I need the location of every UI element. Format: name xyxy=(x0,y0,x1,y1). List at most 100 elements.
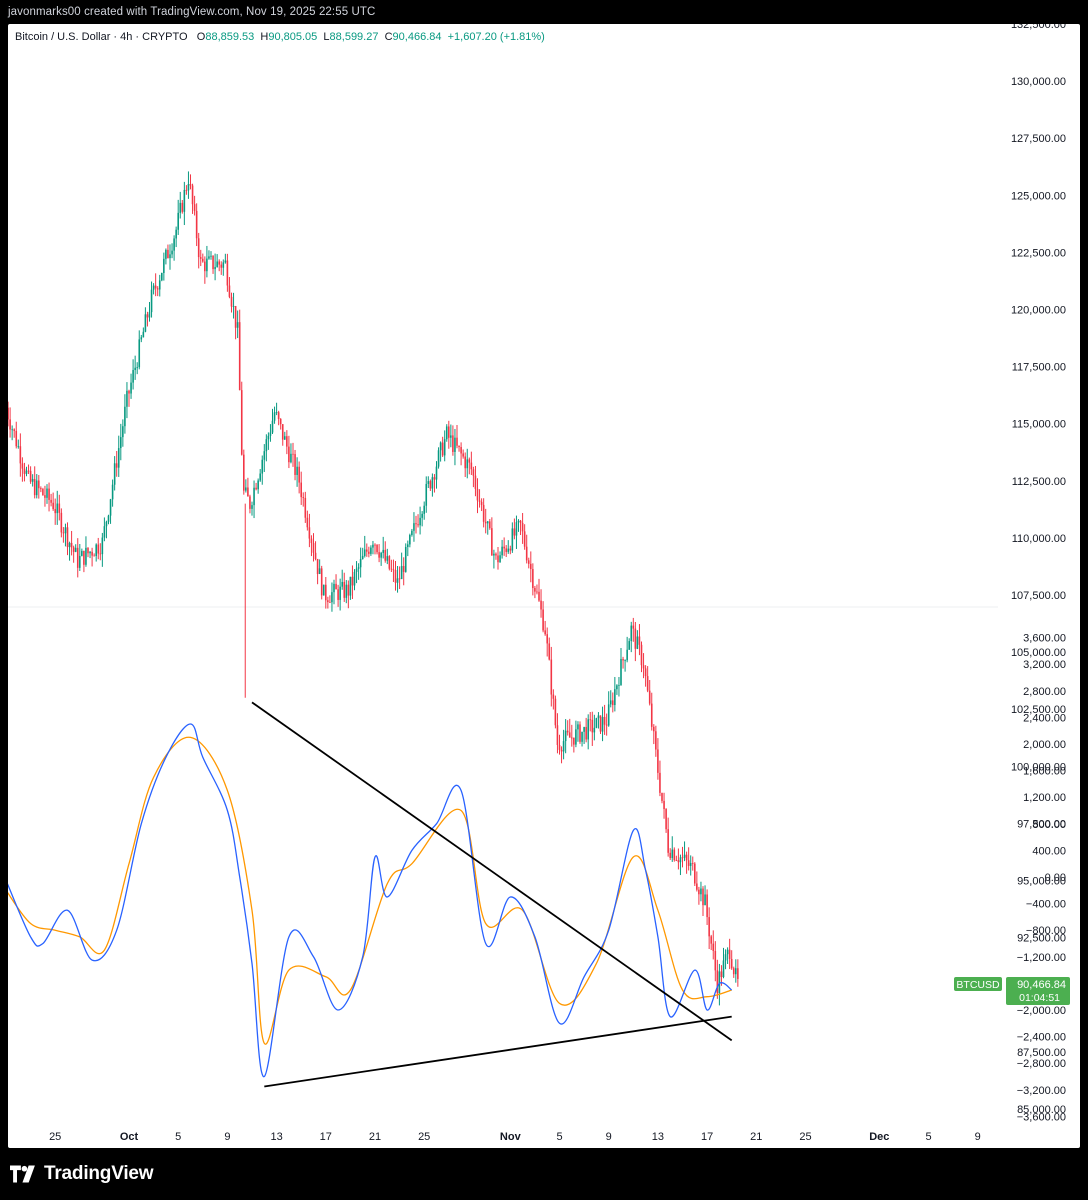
candle-body xyxy=(726,949,729,955)
candle-body xyxy=(46,488,48,498)
chart-svg[interactable]: 132,500.00 130,000.00 127,500.00 125,000.00… xyxy=(8,24,1080,1148)
candle-body xyxy=(113,463,116,485)
candle-body xyxy=(60,512,63,533)
candle-body xyxy=(368,551,370,554)
candle-body xyxy=(622,658,624,661)
candles-layer xyxy=(8,171,739,1006)
candle-body xyxy=(628,641,630,650)
candle-body xyxy=(667,829,669,853)
candle-body xyxy=(696,883,698,890)
candle-body xyxy=(126,390,128,407)
candle-body xyxy=(560,749,563,752)
time-tick-label: 13 xyxy=(270,1131,282,1143)
candle-body xyxy=(208,256,210,259)
candle-body xyxy=(521,522,524,532)
candle-body xyxy=(337,589,339,600)
candle-body xyxy=(419,517,421,526)
candle-body xyxy=(310,538,313,544)
candle-body xyxy=(536,591,538,593)
candle-body xyxy=(56,503,59,514)
candle-body xyxy=(376,544,378,553)
candle-body xyxy=(669,852,671,859)
candle-body xyxy=(117,448,120,468)
price-tick-label: 87,500.00 xyxy=(1017,1047,1066,1059)
candle-body xyxy=(124,406,126,427)
candle-body xyxy=(8,407,9,420)
candle-body xyxy=(691,863,694,864)
candle-body xyxy=(618,684,620,686)
time-tick-label: 9 xyxy=(224,1131,230,1143)
candle-body xyxy=(534,587,536,592)
candle-body xyxy=(175,229,177,239)
time-tick-label: 13 xyxy=(652,1131,664,1143)
price-axis[interactable]: 132,500.00 130,000.00 127,500.00 125,000.00… xyxy=(1011,24,1066,1116)
candle-body xyxy=(17,446,20,448)
candle-body xyxy=(329,602,331,603)
candle-body xyxy=(277,412,280,420)
candle-body xyxy=(363,549,366,556)
candle-body xyxy=(349,576,352,596)
candle-body xyxy=(735,968,737,975)
candle-body xyxy=(724,954,727,961)
chart-panel[interactable]: Bitcoin / U.S. Dollar · 4h · CRYPTO O88,… xyxy=(8,24,1080,1148)
candle-body xyxy=(325,584,327,601)
candle-body xyxy=(206,258,208,272)
candle-body xyxy=(292,453,294,455)
candle-body xyxy=(698,889,700,895)
time-tick-label: 9 xyxy=(975,1131,981,1143)
time-axis[interactable]: 25 Oct 5 9 13 17 21 25 Nov 5 9 13 17 21 25 Dec 5 9 xyxy=(49,1131,981,1143)
price-tick-label: 117,500.00 xyxy=(1012,362,1066,374)
candle-body xyxy=(97,544,100,554)
candle-body xyxy=(115,463,118,468)
brand[interactable]: TradingView xyxy=(10,1162,154,1186)
candle-body xyxy=(603,716,606,725)
candle-body xyxy=(226,260,229,286)
candle-body xyxy=(644,668,647,677)
price-trendline[interactable] xyxy=(251,701,733,1042)
candle-body xyxy=(396,578,399,583)
candle-body xyxy=(150,289,153,313)
candle-body xyxy=(607,704,610,726)
candle-body xyxy=(195,210,198,239)
candle-body xyxy=(564,730,567,742)
candle-body xyxy=(425,483,428,506)
candle-body xyxy=(640,644,643,666)
indicator-tick-label: −400.00 xyxy=(1026,899,1066,911)
candle-body xyxy=(464,456,466,469)
candle-body xyxy=(476,488,479,501)
candle-body xyxy=(702,888,704,906)
candle-body xyxy=(197,238,200,258)
candle-body xyxy=(179,202,182,213)
signal-line xyxy=(8,736,732,1045)
candle-body xyxy=(333,583,335,593)
candle-body xyxy=(95,544,97,557)
candle-body xyxy=(111,484,114,500)
candle-body xyxy=(402,566,405,572)
candle-body xyxy=(187,184,190,191)
price-tick-label: 102,500.00 xyxy=(1011,704,1066,716)
candle-body xyxy=(566,730,569,733)
candle-body xyxy=(626,649,628,661)
candle-body xyxy=(11,429,13,431)
price-tick-label: 105,000.00 xyxy=(1011,647,1066,659)
candle-body xyxy=(650,703,653,727)
candle-body xyxy=(507,548,510,552)
candle-body xyxy=(193,204,196,211)
candle-body xyxy=(540,600,542,610)
candle-body xyxy=(398,578,401,580)
time-tick-label: Nov xyxy=(500,1131,522,1143)
candle-body xyxy=(523,531,526,547)
close-label: C xyxy=(384,31,393,43)
candle-body xyxy=(665,809,667,830)
candle-body xyxy=(281,424,284,440)
symbol-label: Bitcoin / U.S. Dollar · 4h · CRYPTO xyxy=(15,31,188,43)
candle-body xyxy=(392,569,395,571)
indicator-trendline[interactable] xyxy=(264,1015,732,1088)
candle-body xyxy=(19,446,22,464)
change-value: +1,607.20 (+1.81%) xyxy=(447,31,545,43)
price-tick-label: 92,500.00 xyxy=(1017,933,1066,945)
candle-body xyxy=(638,636,641,645)
candle-body xyxy=(417,524,419,526)
candle-body xyxy=(384,549,387,561)
candle-body xyxy=(322,584,325,596)
